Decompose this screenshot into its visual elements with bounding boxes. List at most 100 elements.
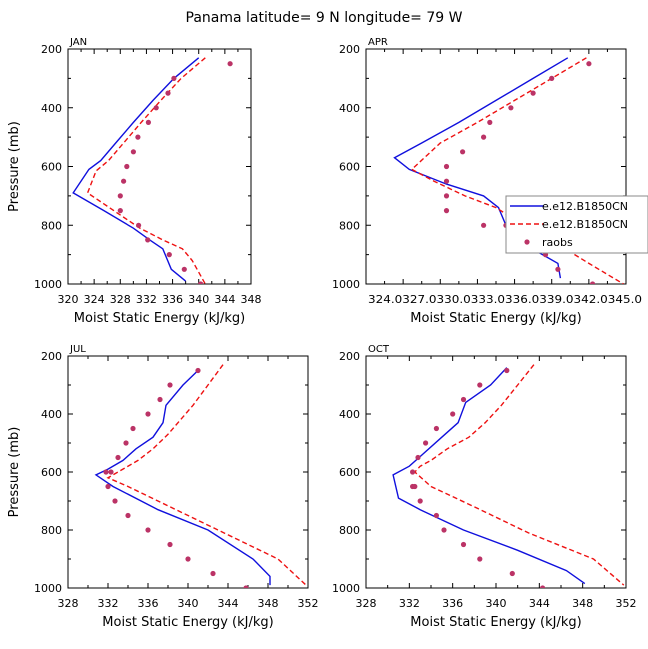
x-tick-label: 332 — [98, 597, 119, 610]
raobs-point — [450, 411, 456, 417]
legend-label: e.e12.B1850CN — [542, 218, 628, 231]
raobs-point — [167, 382, 173, 388]
raobs-point — [123, 440, 129, 446]
x-axis-label: Moist Static Energy (kJ/kg) — [74, 311, 245, 326]
y-tick-label: 600 — [41, 466, 62, 479]
y-tick-label: 800 — [41, 219, 62, 232]
raobs-point — [121, 178, 127, 184]
raobs-point — [460, 541, 467, 548]
y-tick-label: 600 — [339, 466, 360, 479]
raobs-point — [481, 134, 487, 140]
raobs-point — [145, 237, 151, 243]
series-line-dashed — [413, 364, 625, 586]
raobs-point — [443, 178, 450, 184]
raobs-point — [117, 208, 123, 214]
raobs-point — [410, 469, 416, 475]
panels: JAN 200 400 600 800 1000 320 324 328 332 336 340 344… — [7, 37, 648, 630]
x-tick-label: 340 — [188, 293, 209, 306]
raobs-point — [590, 281, 596, 284]
raobs-point — [103, 469, 109, 475]
raobs-point — [412, 483, 418, 490]
raobs-point — [415, 454, 421, 461]
raobs-point — [509, 570, 515, 577]
raobs-point — [125, 512, 131, 519]
raobs-point — [124, 163, 130, 170]
raobs-point — [530, 90, 536, 96]
raobs-point — [145, 527, 151, 533]
raobs-point — [157, 396, 163, 403]
y-tick-label: 400 — [339, 408, 360, 421]
x-tick-label: 328 — [58, 597, 79, 610]
y-tick-label: 200 — [41, 350, 62, 363]
raobs-point — [153, 105, 159, 111]
x-tick-label: 340 — [178, 597, 199, 610]
x-tick-label: 352 — [616, 597, 637, 610]
x-tick-label: 344 — [529, 597, 550, 610]
y-tick-label: 200 — [339, 43, 360, 56]
x-tick-labels: 324.0327.0330.0333.0336.0339.0342.0345.0 — [368, 293, 642, 306]
raobs-point — [165, 90, 171, 96]
raobs-point — [210, 570, 216, 577]
x-tick-label: 344 — [218, 597, 239, 610]
x-tick-label: 352 — [298, 597, 319, 610]
y-tick-label: 800 — [339, 219, 360, 232]
raobs-point — [433, 512, 439, 519]
raobs-point — [108, 469, 114, 475]
panel-title-jan: JAN — [69, 37, 87, 48]
series-group — [72, 57, 233, 284]
raobs-point — [508, 105, 514, 111]
y-tick-label: 400 — [41, 102, 62, 115]
series-line-dashed — [86, 57, 206, 284]
raobs-point — [540, 585, 546, 588]
y-tick-label: 1000 — [34, 278, 62, 291]
panel-oct: OCT 200 400 600 800 1000 328 332 336 340 344 348 352… — [332, 344, 637, 630]
raobs-point — [549, 75, 555, 81]
x-tick-label: 320 — [58, 293, 79, 306]
panel-title-jul: JUL — [69, 344, 86, 355]
x-tick-label: 328 — [110, 293, 131, 306]
x-tick-label: 344 — [214, 293, 235, 306]
raobs-point — [586, 61, 592, 67]
raobs-point — [555, 266, 561, 272]
series-line-solid — [94, 369, 271, 586]
legend: e.e12.B1850CN e.e12.B1850CN raobs — [505, 195, 648, 254]
raobs-point — [115, 454, 121, 461]
y-tick-label: 800 — [339, 524, 360, 537]
raobs-point — [136, 222, 142, 228]
x-tick-label: 328 — [356, 597, 377, 610]
series-line-solid — [392, 367, 586, 585]
raobs-point — [477, 382, 483, 388]
x-tick-label: 332 — [399, 597, 420, 610]
y-tick-label: 1000 — [332, 582, 360, 595]
legend-marker-raobs — [524, 239, 530, 245]
y-axis-label: Pressure (mb) — [7, 427, 22, 518]
y-tick-label: 1000 — [34, 582, 62, 595]
legend-label: raobs — [542, 236, 573, 249]
panel-jul: JUL 200 400 600 800 1000 328 332 336 340 344 348 352… — [7, 344, 319, 630]
x-axis-label: Moist Static Energy (kJ/kg) — [410, 311, 581, 326]
raobs-point — [443, 208, 450, 214]
raobs-point — [145, 411, 151, 417]
panel-title-oct: OCT — [368, 344, 390, 355]
legend-label: e.e12.B1850CN — [542, 200, 628, 213]
y-tick-label: 400 — [339, 102, 360, 115]
raobs-point — [487, 119, 493, 125]
x-tick-label: 336 — [162, 293, 183, 306]
raobs-point — [185, 556, 191, 562]
raobs-point — [171, 75, 177, 81]
panel-title-apr: APR — [368, 37, 388, 48]
figure-title: Panama latitude= 9 N longitude= 79 W — [186, 10, 463, 26]
y-tick-label: 200 — [339, 350, 360, 363]
y-tick-label: 600 — [339, 161, 360, 174]
series-line-dashed — [106, 364, 307, 586]
x-tick-label: 332 — [136, 293, 157, 306]
raobs-point — [227, 61, 233, 67]
raobs-point — [481, 222, 487, 228]
series-group — [392, 364, 625, 588]
y-tick-label: 200 — [41, 43, 62, 56]
raobs-point — [441, 527, 447, 533]
y-tick-label: 1000 — [332, 278, 360, 291]
raobs-point — [504, 367, 510, 374]
raobs-point — [243, 585, 249, 588]
y-axis-label: Pressure (mb) — [7, 121, 22, 212]
